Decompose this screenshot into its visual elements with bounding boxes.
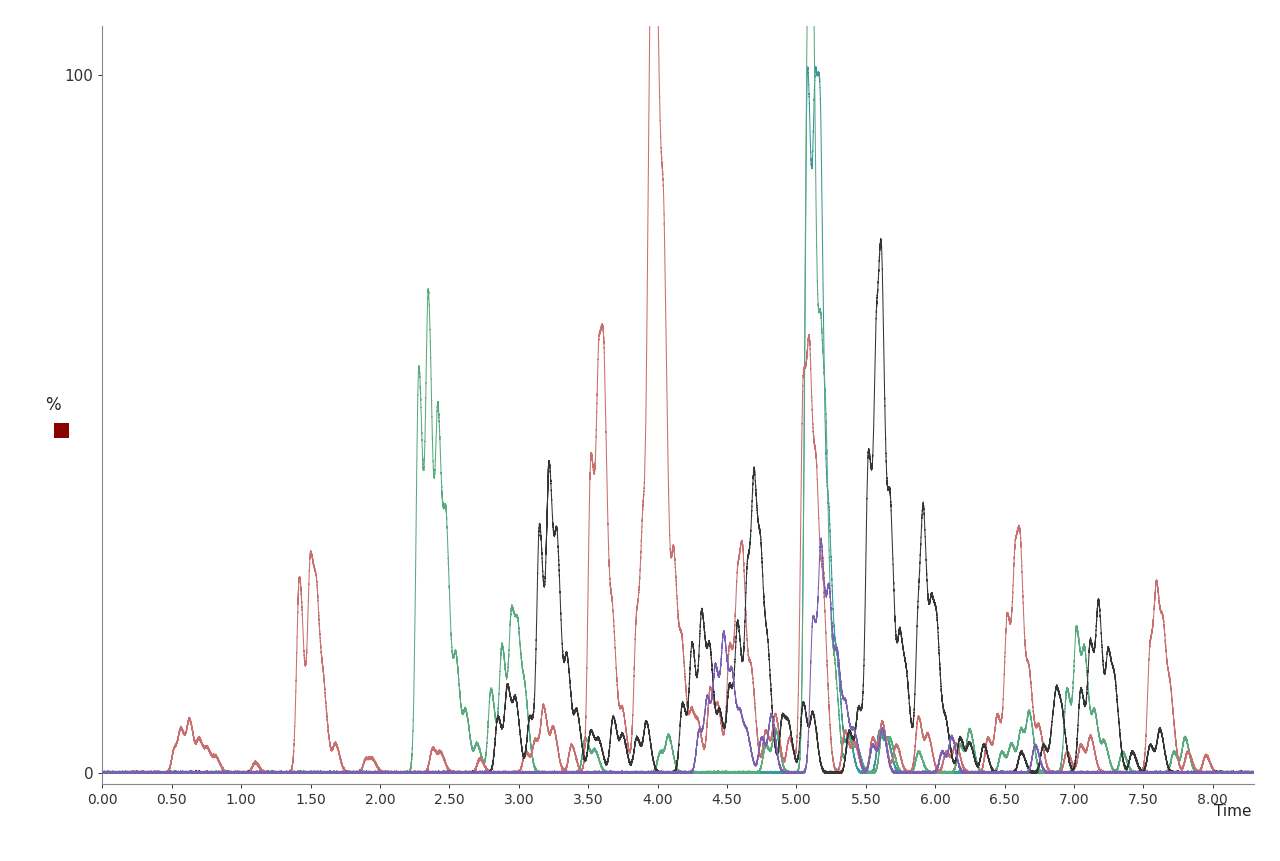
Y-axis label: %: % [46,396,61,413]
Text: Time: Time [1215,804,1252,820]
